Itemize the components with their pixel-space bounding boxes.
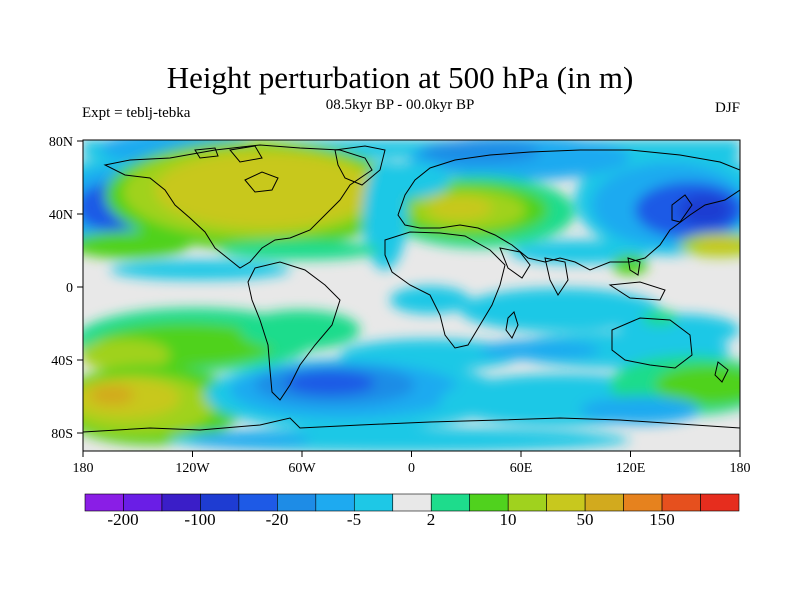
colorbar-swatch <box>161 493 201 512</box>
season-label: DJF <box>714 100 740 116</box>
colorbar-label: -20 <box>266 510 289 529</box>
colorbar-swatch <box>277 493 317 512</box>
colorbar-swatch <box>353 493 394 512</box>
x-tick-label: 0 <box>408 461 415 476</box>
x-tick-label: 120W <box>175 461 210 476</box>
map-field <box>83 140 740 451</box>
colorbar-swatch <box>469 493 509 512</box>
coastlines <box>83 144 740 433</box>
colorbar-swatch <box>123 493 163 512</box>
map-title: Height perturbation at 500 hPa (in m) <box>166 60 634 95</box>
y-tick-label: 0 <box>66 281 73 296</box>
colorbar-swatch <box>546 493 586 512</box>
y-tick-label: 40N <box>49 208 73 223</box>
x-tick-label: 180 <box>730 461 751 476</box>
y-axis-labels: 80N 40N 0 40S 80S <box>49 135 73 442</box>
colorbar-swatch <box>623 493 663 512</box>
axis-ticks <box>77 140 741 457</box>
colorbar-label: 50 <box>577 510 594 529</box>
x-tick-label: 180 <box>73 461 94 476</box>
colorbar-swatch <box>430 493 471 512</box>
y-tick-label: 40S <box>51 354 73 369</box>
colorbar-label: -5 <box>347 510 361 529</box>
x-axis-labels: 180 120W 60W 0 60E 120E 180 <box>73 461 751 476</box>
colorbar-label: 10 <box>500 510 517 529</box>
colorbar-swatch <box>661 493 701 512</box>
colorbar-labels: -200 -100 -20 -5 2 10 50 150 <box>107 510 674 529</box>
colorbar <box>84 493 740 512</box>
colorbar-label: -200 <box>107 510 138 529</box>
colorbar-swatch <box>507 493 547 512</box>
colorbar-swatch <box>392 493 432 512</box>
colorbar-swatch <box>315 493 355 512</box>
contour-fill <box>83 140 740 451</box>
colorbar-swatch <box>700 493 740 512</box>
colorbar-swatch <box>200 493 240 512</box>
colorbar-label: -100 <box>184 510 215 529</box>
colorbar-swatch <box>584 493 624 512</box>
y-tick-label: 80S <box>51 427 73 442</box>
x-tick-label: 60E <box>510 461 533 476</box>
colorbar-swatch <box>84 493 124 512</box>
x-tick-label: 60W <box>288 461 316 476</box>
colorbar-swatch <box>238 493 278 512</box>
experiment-label: Expt = teblj-tebka <box>82 105 191 121</box>
x-tick-label: 120E <box>616 461 646 476</box>
y-tick-label: 80N <box>49 135 73 150</box>
colorbar-label: 2 <box>427 510 436 529</box>
colorbar-label: 150 <box>649 510 675 529</box>
map-subtitle: 08.5kyr BP - 00.0kyr BP <box>325 97 475 113</box>
